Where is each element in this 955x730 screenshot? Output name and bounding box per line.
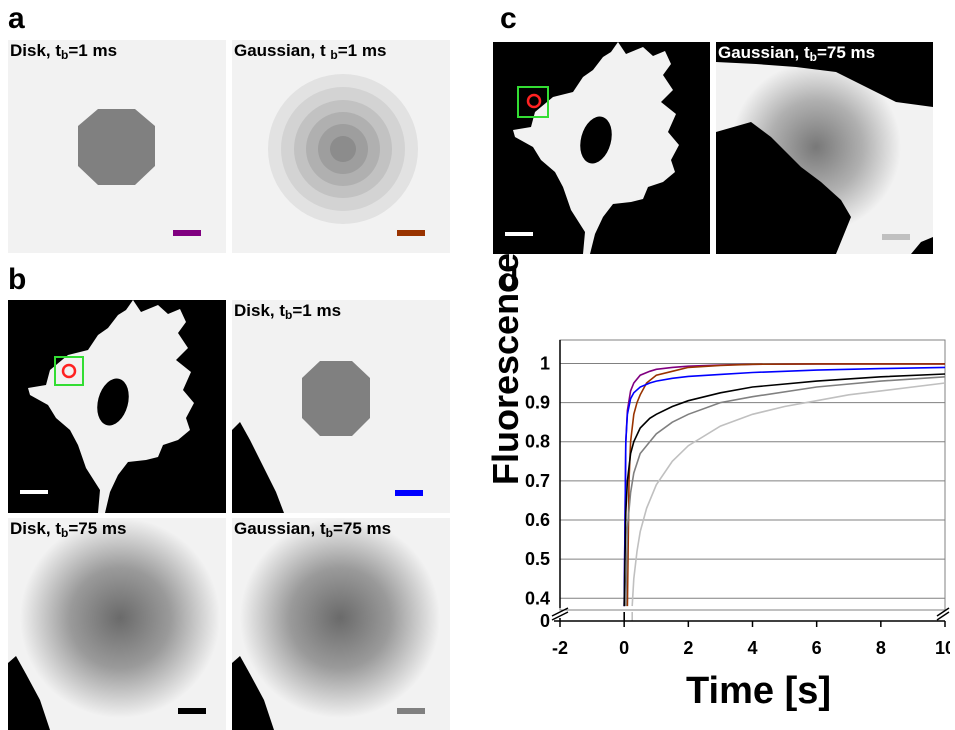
series-line-4 (623, 373, 946, 607)
series-line-6 (631, 382, 946, 607)
axis-break-mark (936, 607, 950, 617)
y-tick-label: 0.8 (525, 432, 550, 452)
blurred-disk-graphic (8, 518, 226, 730)
x-tick-label: 10 (935, 638, 950, 658)
panel-a-gaussian-image: Gaussian, t b=1 ms (232, 40, 450, 253)
panel-title: Disk, tb=1 ms (10, 41, 118, 62)
y-tick-label: 1 (540, 353, 550, 373)
scale-bar (178, 708, 206, 714)
panel-c-cell-image (493, 42, 710, 254)
x-tick-label: 8 (876, 638, 886, 658)
panel-title: Disk, tb=75 ms (10, 519, 127, 540)
x-tick-label: 6 (812, 638, 822, 658)
x-tick-label: 0 (619, 638, 629, 658)
x-tick-label: -2 (552, 638, 568, 658)
series-line-2 (626, 363, 945, 607)
axis-break-mark (551, 607, 569, 617)
x-tick-label: 4 (747, 638, 757, 658)
panel-label-a: a (8, 2, 25, 35)
panel-label-c: c (500, 2, 517, 35)
axis-break-mark (936, 611, 950, 621)
panel-a-disk-image: Disk, tb=1 ms (8, 40, 226, 253)
scale-bar (397, 230, 425, 236)
panel-b-disk-75ms-image: Disk, tb=75 ms (8, 518, 226, 730)
series-line-5 (625, 376, 946, 607)
fluorescence-chart: 0.40.50.60.70.80.910-20246810 (525, 339, 950, 658)
y-tick-label: 0.4 (525, 588, 550, 608)
scale-bar (882, 234, 910, 240)
axis-break-mark (551, 611, 569, 621)
disk-image-graphic (8, 40, 226, 253)
panel-title: Gaussian, tb=75 ms (234, 519, 392, 540)
scale-bar (505, 232, 533, 236)
y-tick-label: 0 (540, 611, 550, 631)
y-tick-label: 0.9 (525, 393, 550, 413)
series-line-1 (623, 363, 945, 607)
panel-title: Gaussian, t b=1 ms (234, 41, 387, 62)
panel-b-disk-1ms-image: Disk, tb=1 ms (232, 300, 450, 513)
y-tick-label: 0.7 (525, 471, 550, 491)
disk-image-graphic (232, 300, 450, 513)
cell-mask-graphic (8, 300, 226, 513)
panel-c-gaussian-75ms-image: Gaussian, tb=75 ms (716, 42, 933, 254)
panel-b-cell-image (8, 300, 226, 513)
panel-label-b: b (8, 263, 27, 296)
cell-mask-graphic (493, 42, 710, 254)
scale-bar (20, 490, 48, 494)
panel-b-gaussian-75ms-image: Gaussian, tb=75 ms (232, 518, 450, 730)
x-tick-label: 2 (683, 638, 693, 658)
blurred-gaussian-graphic (232, 518, 450, 730)
panel-title: Disk, tb=1 ms (234, 301, 342, 322)
y-tick-label: 0.6 (525, 510, 550, 530)
panel-title: Gaussian, tb=75 ms (718, 43, 876, 64)
gaussian-rings-graphic (232, 40, 450, 253)
panel-label-d: d (500, 263, 519, 296)
scale-bar (173, 230, 201, 236)
y-tick-label: 0.5 (525, 549, 550, 569)
scale-bar (397, 708, 425, 714)
x-axis-label: Time [s] (686, 670, 832, 712)
series-line-3 (623, 366, 946, 607)
zoomed-gaussian-graphic (716, 42, 933, 254)
scale-bar (395, 490, 423, 496)
